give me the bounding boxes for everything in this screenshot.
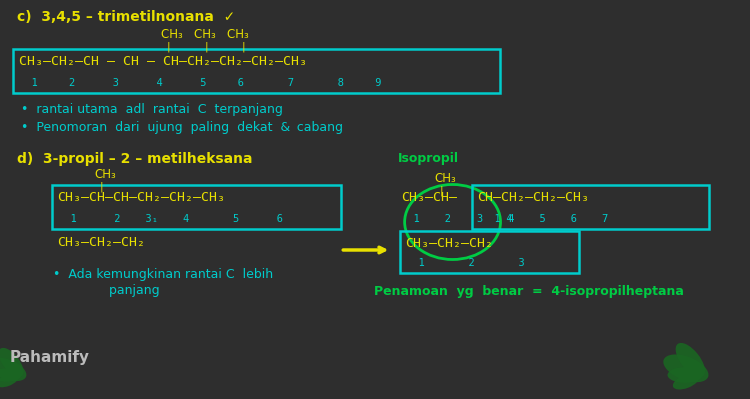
Ellipse shape [676,343,705,377]
Text: 1    2: 1 2 [400,214,451,224]
Text: CH₃: CH₃ [94,168,116,181]
Text: |: | [204,41,208,51]
Text: CH₃–CH₂–CH₂: CH₃–CH₂–CH₂ [58,236,146,249]
Ellipse shape [673,374,699,389]
Ellipse shape [0,374,18,387]
Text: 1 4: 1 4 [478,214,513,224]
Text: |: | [100,181,104,192]
Text: Pahamify: Pahamify [10,350,89,365]
Text: 1       2       3: 1 2 3 [406,258,524,268]
Text: CH₃–CH₂–CH₂: CH₃–CH₂–CH₂ [406,237,494,250]
Ellipse shape [663,354,709,382]
Text: 1     2      3      4      5     6       7       8     9: 1 2 3 4 5 6 7 8 9 [20,78,382,88]
Text: CH₃: CH₃ [434,172,456,185]
Text: •  Penomoran  dari  ujung  paling  dekat  &  cabang: • Penomoran dari ujung paling dekat & ca… [21,121,343,134]
Text: c)  3,4,5 – trimetilnonana  ✓: c) 3,4,5 – trimetilnonana ✓ [17,10,235,24]
Text: d)  3-propil – 2 – metilheksana: d) 3-propil – 2 – metilheksana [17,152,253,166]
Text: 1      2    3₁    4       5      6: 1 2 3₁ 4 5 6 [58,214,283,224]
Text: CH₃–CH–: CH₃–CH– [400,191,457,204]
Text: |: | [166,41,170,51]
Ellipse shape [0,368,21,381]
Text: CH₃–CH₂–CH – CH – CH–CH₂–CH₂–CH₂–CH₃: CH₃–CH₂–CH – CH – CH–CH₂–CH₂–CH₂–CH₃ [20,55,307,68]
Text: Isopropil: Isopropil [398,152,459,165]
Ellipse shape [0,358,26,381]
Text: |: | [242,41,245,51]
Text: CH–CH₂–CH₂–CH₃: CH–CH₂–CH₂–CH₃ [478,191,590,204]
Text: •  rantai utama  adl  rantai  C  terpanjang: • rantai utama adl rantai C terpanjang [21,103,283,116]
Text: |: | [440,185,444,196]
Text: 3    4    5    6    7: 3 4 5 6 7 [478,214,609,224]
Ellipse shape [668,367,703,383]
Ellipse shape [0,348,23,377]
Text: CH₃   CH₃   CH₃: CH₃ CH₃ CH₃ [161,28,249,41]
Text: •  Ada kemungkinan rantai C  lebih: • Ada kemungkinan rantai C lebih [53,268,273,281]
Text: Penamoan  yg  benar  =  4-isopropilheptana: Penamoan yg benar = 4-isopropilheptana [374,285,684,298]
Text: panjang: panjang [53,284,159,297]
Text: CH₃–CH–CH–CH₂–CH₂–CH₃: CH₃–CH–CH–CH₂–CH₂–CH₃ [58,191,226,204]
